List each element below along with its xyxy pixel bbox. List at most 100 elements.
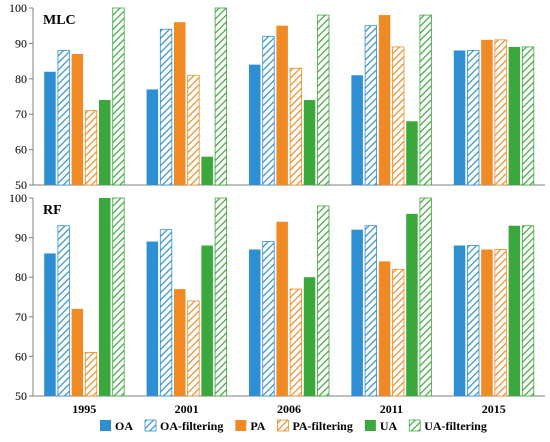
legend-label-ua: UA bbox=[380, 419, 398, 433]
bar-mlc-ua-filtering-2006 bbox=[317, 14, 330, 186]
bar-rf-ua-filtering-2001 bbox=[214, 197, 228, 397]
x-tick-label-2006: 2006 bbox=[277, 402, 301, 416]
y-tick-label: 50 bbox=[15, 389, 27, 403]
y-tick-label: 80 bbox=[15, 72, 27, 86]
bar-mlc-ua-filtering-2015 bbox=[521, 46, 535, 186]
bar-mlc-oa-2011 bbox=[351, 75, 363, 185]
bar-mlc-pa-2006 bbox=[276, 25, 288, 186]
bar-rf-ua-filtering-2011 bbox=[419, 197, 432, 397]
x-tick-label-1995: 1995 bbox=[72, 402, 96, 416]
legend-label-oa: OA bbox=[115, 419, 133, 433]
legend-item-ua-filtering: UA-filtering bbox=[408, 419, 487, 433]
bar-rf-ua-2015 bbox=[508, 225, 521, 396]
bar-rf-oa-filtering-2015 bbox=[467, 245, 480, 397]
x-tick-label-2001: 2001 bbox=[175, 402, 199, 416]
legend-swatch-oa-filtering bbox=[144, 419, 157, 432]
y-tick-label: 90 bbox=[15, 36, 27, 50]
bar-mlc-oa-filtering-2011 bbox=[364, 25, 378, 186]
y-tick-label: 90 bbox=[15, 231, 27, 245]
bar-mlc-pa-filtering-2011 bbox=[392, 46, 405, 186]
y-tick-label: 60 bbox=[15, 143, 27, 157]
y-tick-label: 100 bbox=[9, 1, 27, 15]
bar-rf-oa-2015 bbox=[453, 245, 466, 396]
bar-rf-pa-filtering-2006 bbox=[289, 288, 303, 397]
y-tick-label: 50 bbox=[15, 178, 27, 192]
bar-rf-oa-2001 bbox=[146, 241, 159, 396]
bar-rf-ua-filtering-2006 bbox=[317, 205, 330, 397]
bar-rf-oa-filtering-2011 bbox=[364, 225, 378, 397]
bar-mlc-oa-2015 bbox=[453, 50, 466, 186]
bar-mlc-ua-filtering-1995 bbox=[112, 7, 125, 186]
x-tick-label-2015: 2015 bbox=[482, 402, 506, 416]
bar-rf-oa-filtering-2001 bbox=[159, 229, 173, 397]
bar-mlc-oa-filtering-2015 bbox=[467, 50, 480, 186]
bar-mlc-ua-2015 bbox=[508, 46, 521, 185]
legend-label-pa: PA bbox=[250, 419, 265, 433]
bar-mlc-pa-filtering-2001 bbox=[187, 74, 200, 186]
panel-title-mlc: MLC bbox=[43, 13, 76, 28]
legend-item-pa: PA bbox=[235, 419, 266, 433]
y-tick-label: 70 bbox=[15, 310, 27, 324]
bar-rf-oa-filtering-2006 bbox=[262, 241, 275, 397]
bar-mlc-pa-filtering-2015 bbox=[494, 39, 507, 186]
bar-mlc-pa-2015 bbox=[481, 39, 493, 185]
legend-swatch-pa bbox=[235, 420, 247, 431]
bar-mlc-oa-filtering-2001 bbox=[159, 28, 173, 186]
panel-rf: 50 60 70 80 90 100 RF bbox=[9, 191, 545, 403]
x-tick-label-2011: 2011 bbox=[380, 402, 403, 416]
bar-rf-ua-2001 bbox=[201, 245, 213, 396]
bar-mlc-oa-filtering-2006 bbox=[262, 35, 275, 186]
bar-mlc-oa-1995 bbox=[44, 71, 56, 185]
y-tick-label: 70 bbox=[15, 107, 27, 121]
bar-rf-ua-2006 bbox=[303, 277, 316, 396]
legend-swatch-ua bbox=[364, 420, 376, 431]
bar-rf-ua-filtering-1995 bbox=[112, 197, 125, 397]
legend-item-pa-filtering: PA-filtering bbox=[277, 419, 353, 433]
bar-rf-pa-2011 bbox=[378, 261, 391, 396]
bar-rf-ua-2011 bbox=[406, 213, 418, 396]
bar-mlc-oa-2006 bbox=[249, 64, 261, 185]
bar-rf-ua-filtering-2015 bbox=[521, 225, 535, 397]
legend-item-oa-filtering: OA-filtering bbox=[144, 419, 223, 433]
bar-mlc-ua-filtering-2011 bbox=[419, 14, 432, 186]
bar-mlc-ua-2001 bbox=[201, 156, 213, 185]
bar-rf-pa-2015 bbox=[481, 249, 493, 396]
y-tick-label: 100 bbox=[9, 191, 27, 205]
bar-mlc-pa-filtering-1995 bbox=[84, 110, 98, 186]
legend-label-ua-filtering: UA-filtering bbox=[424, 419, 487, 433]
bar-rf-oa-1995 bbox=[44, 253, 56, 396]
bar-mlc-pa-1995 bbox=[71, 54, 84, 185]
panel-mlc: 50 60 70 80 90 100 MLC bbox=[9, 1, 545, 192]
bar-rf-pa-filtering-2011 bbox=[392, 268, 405, 397]
y-tick-label: 80 bbox=[15, 270, 27, 284]
bar-rf-oa-filtering-1995 bbox=[57, 225, 70, 397]
bar-rf-pa-filtering-2015 bbox=[494, 249, 507, 397]
bar-rf-pa-2006 bbox=[276, 221, 288, 396]
bar-rf-ua-1995 bbox=[99, 198, 111, 396]
legend-label-oa-filtering: OA-filtering bbox=[160, 419, 223, 433]
bar-rf-pa-filtering-2001 bbox=[187, 300, 200, 397]
legend-swatch-oa bbox=[100, 420, 111, 431]
bar-rf-pa-filtering-1995 bbox=[84, 352, 98, 397]
bar-mlc-oa-2001 bbox=[146, 89, 159, 185]
legend-label-pa-filtering: PA-filtering bbox=[292, 419, 352, 433]
bar-rf-pa-1995 bbox=[71, 308, 84, 396]
bar-mlc-ua-filtering-2001 bbox=[214, 7, 228, 186]
bar-mlc-pa-2011 bbox=[378, 15, 391, 185]
bar-mlc-pa-filtering-2006 bbox=[289, 67, 303, 186]
legend-item-oa: OA bbox=[100, 419, 133, 433]
bar-mlc-ua-2011 bbox=[406, 121, 418, 185]
legend-item-ua: UA bbox=[364, 419, 398, 433]
bar-mlc-ua-1995 bbox=[99, 100, 111, 185]
bar-mlc-ua-2006 bbox=[303, 100, 316, 185]
legend-swatch-ua-filtering bbox=[408, 419, 421, 432]
legend-swatch-pa-filtering bbox=[277, 419, 289, 432]
bar-rf-oa-2011 bbox=[351, 229, 363, 396]
bar-rf-pa-2001 bbox=[174, 289, 186, 396]
bar-rf-oa-2006 bbox=[249, 249, 261, 396]
bar-mlc-pa-2001 bbox=[174, 22, 186, 185]
panel-title-rf: RF bbox=[43, 203, 62, 218]
bar-mlc-oa-filtering-1995 bbox=[57, 50, 70, 186]
